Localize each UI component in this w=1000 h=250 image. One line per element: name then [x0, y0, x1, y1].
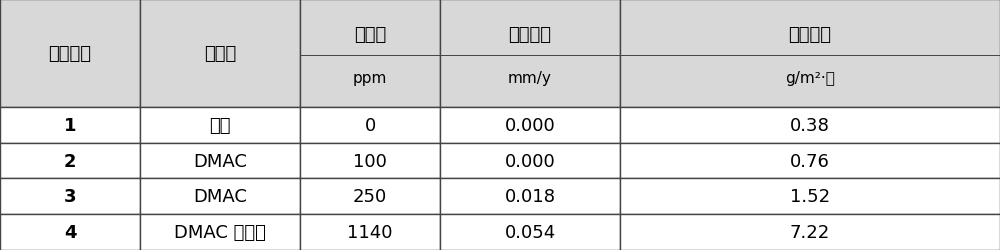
Text: DMAC: DMAC	[193, 188, 247, 206]
Bar	[140, 143, 300, 179]
Text: 添加量: 添加量	[354, 26, 386, 43]
Text: 1140: 1140	[347, 223, 393, 241]
Bar	[440, 214, 620, 250]
Text: 0.000: 0.000	[505, 152, 555, 170]
Bar	[0, 143, 140, 179]
Text: 0.018: 0.018	[505, 188, 556, 206]
Text: 2: 2	[64, 152, 76, 170]
Bar	[620, 143, 1000, 179]
Text: 0.054: 0.054	[504, 223, 556, 241]
Text: ppm: ppm	[353, 71, 387, 86]
Text: 3: 3	[64, 188, 76, 206]
Text: DMAC: DMAC	[193, 152, 247, 170]
Bar	[0, 214, 140, 250]
Bar	[300, 0, 440, 108]
Bar	[440, 0, 620, 108]
Bar	[620, 108, 1000, 143]
Bar	[140, 0, 300, 108]
Text: 1.52: 1.52	[790, 188, 830, 206]
Bar	[140, 179, 300, 214]
Bar	[440, 143, 620, 179]
Bar	[620, 179, 1000, 214]
Bar	[620, 0, 1000, 108]
Text: 100: 100	[353, 152, 387, 170]
Text: 腐蚀速度: 腐蚀速度	[509, 26, 552, 43]
Text: 0.76: 0.76	[790, 152, 830, 170]
Bar	[440, 108, 620, 143]
Bar	[620, 214, 1000, 250]
Text: DMAC 盐酸盐: DMAC 盐酸盐	[174, 223, 266, 241]
Text: 结垢速度: 结垢速度	[788, 26, 832, 43]
Text: 1: 1	[64, 116, 76, 134]
Text: g/m²·天: g/m²·天	[785, 71, 835, 86]
Bar	[140, 108, 300, 143]
Text: 0.000: 0.000	[505, 116, 555, 134]
Bar	[440, 179, 620, 214]
Text: 4: 4	[64, 223, 76, 241]
Text: 7.22: 7.22	[790, 223, 830, 241]
Text: 250: 250	[353, 188, 387, 206]
Bar	[300, 214, 440, 250]
Text: 试验编号: 试验编号	[48, 45, 92, 63]
Text: mm/y: mm/y	[508, 71, 552, 86]
Bar	[300, 108, 440, 143]
Text: 添加物: 添加物	[204, 45, 236, 63]
Text: 没有: 没有	[209, 116, 231, 134]
Bar	[0, 108, 140, 143]
Bar	[300, 143, 440, 179]
Bar	[0, 179, 140, 214]
Text: 0: 0	[364, 116, 376, 134]
Bar	[300, 179, 440, 214]
Bar	[0, 0, 140, 108]
Bar	[140, 214, 300, 250]
Text: 0.38: 0.38	[790, 116, 830, 134]
